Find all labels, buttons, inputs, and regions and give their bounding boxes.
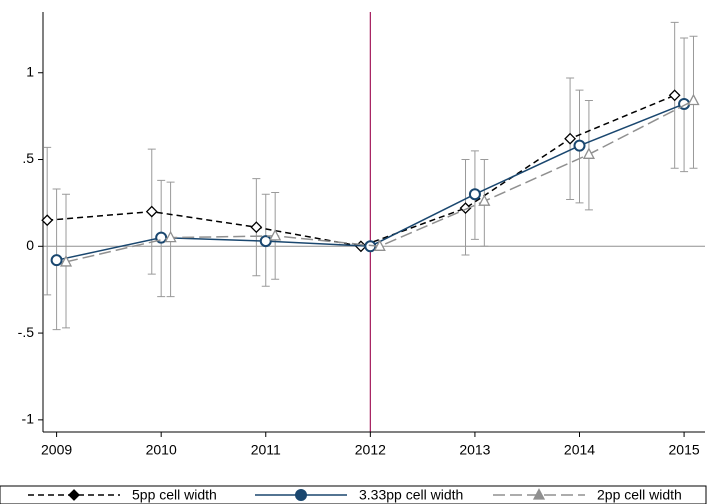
legend-label: 3.33pp cell width (359, 487, 463, 503)
point (59, 255, 73, 267)
point (50, 254, 63, 267)
point (373, 239, 386, 251)
legend-box (0, 485, 707, 504)
point (145, 205, 158, 218)
point (459, 202, 472, 215)
legend-label: 5pp cell width (132, 487, 217, 503)
point (468, 188, 481, 201)
point (668, 89, 681, 102)
y-tick-label: 0 (26, 237, 34, 253)
x-tick-label: 2009 (41, 442, 72, 458)
point (259, 235, 272, 248)
x-tick-label: 2015 (669, 442, 700, 458)
point (687, 93, 700, 106)
y-tick-label: .5 (22, 150, 34, 166)
legend-marker (295, 489, 307, 501)
y-tick-label: 1 (26, 63, 34, 79)
series-line (47, 94, 675, 248)
legend-marker (532, 488, 546, 500)
point (41, 214, 54, 227)
y-tick-label: -.5 (18, 324, 35, 340)
x-tick-label: 2010 (146, 442, 177, 458)
point (164, 230, 177, 243)
point (573, 139, 586, 152)
legend-marker (68, 489, 80, 501)
x-tick-label: 2013 (459, 442, 490, 458)
point (250, 221, 263, 234)
point (269, 228, 282, 241)
x-tick-label: 2014 (564, 442, 595, 458)
x-tick-label: 2011 (251, 442, 281, 458)
point (564, 132, 577, 145)
point (478, 194, 491, 206)
point (582, 147, 595, 159)
legend-label: 2pp cell width (597, 487, 682, 503)
x-tick-label: 2012 (355, 442, 386, 458)
y-tick-label: -1 (22, 411, 35, 427)
